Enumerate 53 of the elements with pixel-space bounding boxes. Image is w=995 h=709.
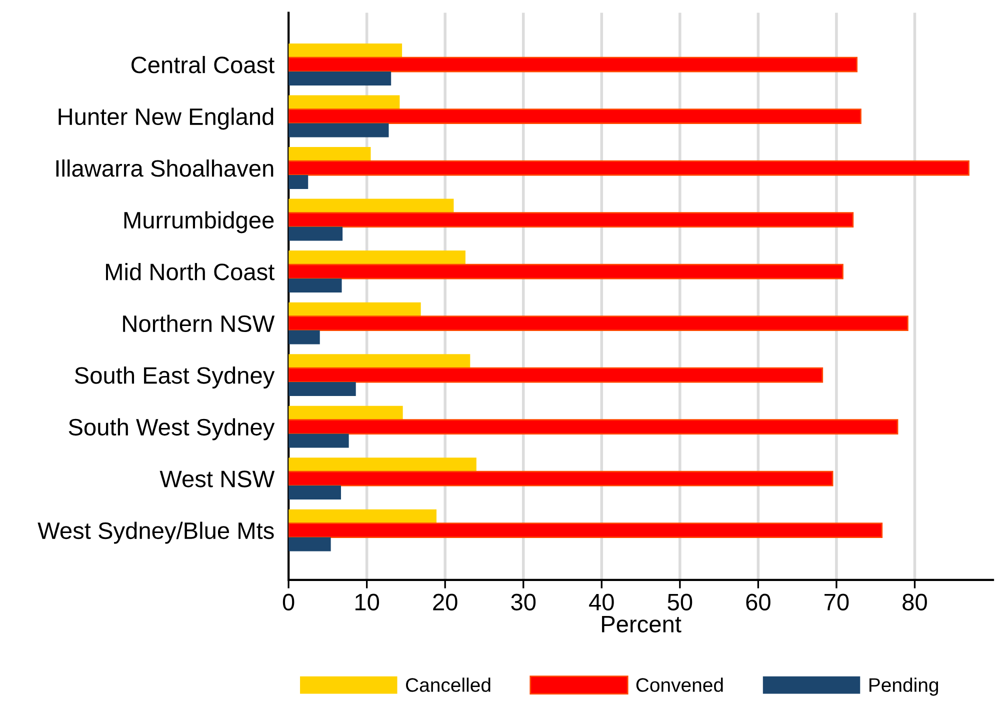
x-tick-label: 30 <box>511 594 536 610</box>
bar <box>288 367 824 383</box>
x-tick-label: 40 <box>589 594 614 610</box>
bar <box>288 382 356 396</box>
legend-label: Convened <box>636 678 723 692</box>
bar <box>288 406 403 420</box>
x-tick-label: 60 <box>746 594 770 610</box>
y-tick-label: South East Sydney <box>74 366 275 388</box>
x-tick-label: 50 <box>668 594 692 610</box>
bar <box>288 160 970 176</box>
bar <box>288 56 858 72</box>
x-tick-label: 70 <box>824 594 849 610</box>
x-axis-title: Percent <box>602 616 682 633</box>
y-tick-label: South West Sydney <box>68 418 275 440</box>
bar <box>288 316 908 331</box>
bar <box>288 250 466 265</box>
legend-label: Pending <box>870 678 938 696</box>
legend-label: Cancelled <box>406 678 490 692</box>
y-tick-label: Mid North Coast <box>106 262 274 280</box>
bar <box>288 264 844 280</box>
bar <box>288 278 342 292</box>
bar <box>288 330 320 344</box>
bar <box>288 537 331 552</box>
bar <box>288 44 402 58</box>
bar <box>288 123 389 138</box>
y-tick-label: Hunter New England <box>58 108 274 130</box>
x-tick-label: 10 <box>355 594 380 610</box>
y-tick-label: West Sydney/Blue Mts <box>38 522 274 544</box>
y-tick-label: Illawarra Shoalhaven <box>56 159 274 177</box>
bar <box>288 212 854 228</box>
bar <box>288 175 308 189</box>
bar <box>288 434 349 448</box>
bar <box>288 486 341 500</box>
bar <box>288 72 392 86</box>
y-tick-label: Murrumbidgee <box>124 211 274 234</box>
x-tick-label: 80 <box>902 594 927 610</box>
bar <box>288 458 476 472</box>
y-tick-label: Northern NSW <box>123 314 275 332</box>
bar <box>288 522 883 538</box>
bar <box>288 95 400 110</box>
bar <box>288 470 834 486</box>
bar <box>288 419 898 434</box>
bar <box>288 108 862 124</box>
x-tick-label: 0 <box>282 594 294 610</box>
bar <box>288 226 343 241</box>
bar <box>288 198 454 213</box>
bar <box>288 147 371 162</box>
x-tick-label: 20 <box>433 594 458 610</box>
bar <box>288 509 436 524</box>
bar <box>288 354 470 368</box>
y-tick-label: Central Coast <box>132 56 274 74</box>
y-tick-label: West NSW <box>160 470 275 488</box>
bar <box>288 302 421 316</box>
